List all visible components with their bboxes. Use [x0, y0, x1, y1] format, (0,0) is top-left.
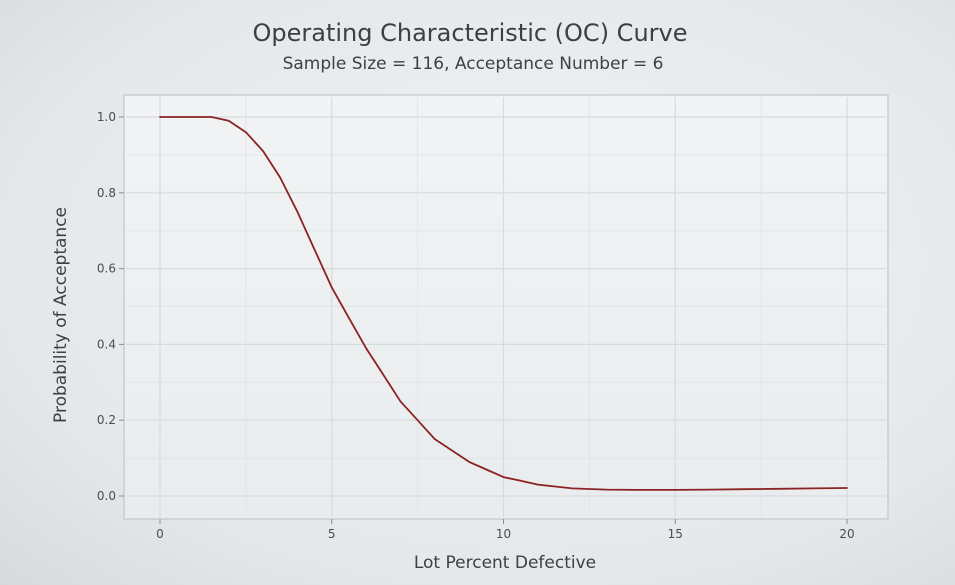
x-axis-label: Lot Percent Defective — [414, 553, 596, 573]
oc-curve-line — [159, 116, 848, 491]
y-tick-label: 0.4 — [97, 337, 116, 351]
grid — [126, 97, 886, 517]
y-tick-label: 0.8 — [97, 186, 116, 200]
x-tick-label: 15 — [668, 527, 683, 541]
x-axis-ticks: 0 5 10 15 20 — [156, 519, 855, 541]
y-tick-label: 0.0 — [97, 489, 116, 503]
y-axis-ticks: 0.0 0.2 0.4 0.6 0.8 1.0 — [97, 110, 124, 503]
x-tick-label: 0 — [156, 527, 164, 541]
y-axis-label: Probability of Acceptance — [51, 207, 71, 423]
y-tick-label: 0.2 — [97, 413, 116, 427]
x-tick-label: 5 — [328, 527, 336, 541]
x-tick-label: 20 — [839, 527, 854, 541]
x-tick-label: 10 — [496, 527, 511, 541]
series-layer — [159, 116, 848, 491]
y-tick-label: 0.6 — [97, 262, 116, 276]
chart-subtitle: Sample Size = 116, Acceptance Number = 6 — [283, 54, 664, 74]
chart-title: Operating Characteristic (OC) Curve — [253, 19, 688, 47]
y-tick-label: 1.0 — [97, 110, 116, 124]
